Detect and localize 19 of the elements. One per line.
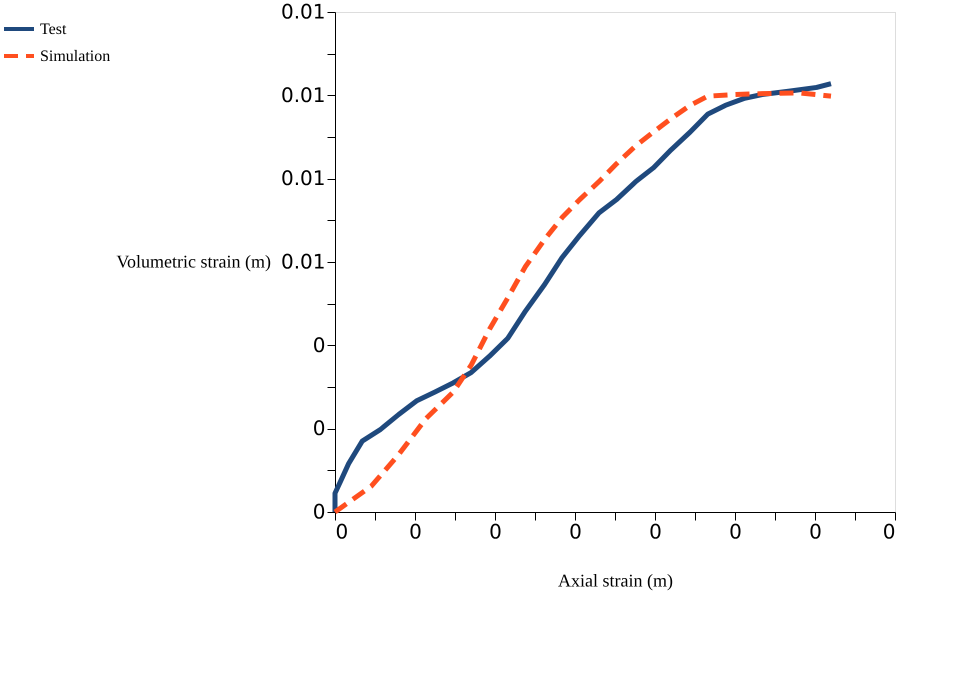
y-tick-label: 0 bbox=[312, 500, 326, 524]
x-axis-title: Axial strain (m) bbox=[558, 570, 673, 590]
x-tick-label: 0 bbox=[649, 520, 662, 544]
x-tick-label: 0 bbox=[809, 520, 822, 544]
y-tick-label: 0.01 bbox=[280, 82, 326, 107]
x-tick-label: 0 bbox=[882, 520, 896, 544]
y-tick-label: 0 bbox=[312, 416, 326, 440]
x-tick-label: 0 bbox=[489, 520, 502, 544]
legend-label: Test bbox=[40, 21, 67, 38]
y-tick-label: 0.01 bbox=[280, 0, 326, 24]
legend-label: Simulation bbox=[40, 48, 110, 65]
x-tick-label: 0 bbox=[569, 520, 582, 544]
y-tick-label: 0.01 bbox=[280, 250, 326, 274]
y-axis-title: Volumetric strain (m) bbox=[116, 252, 271, 272]
y-tick-label: 0 bbox=[312, 332, 326, 357]
x-tick-label: 0 bbox=[336, 520, 348, 544]
x-tick-label: 0 bbox=[729, 520, 742, 544]
y-tick-label: 0.01 bbox=[280, 166, 326, 190]
x-tick-label: 0 bbox=[409, 520, 422, 544]
